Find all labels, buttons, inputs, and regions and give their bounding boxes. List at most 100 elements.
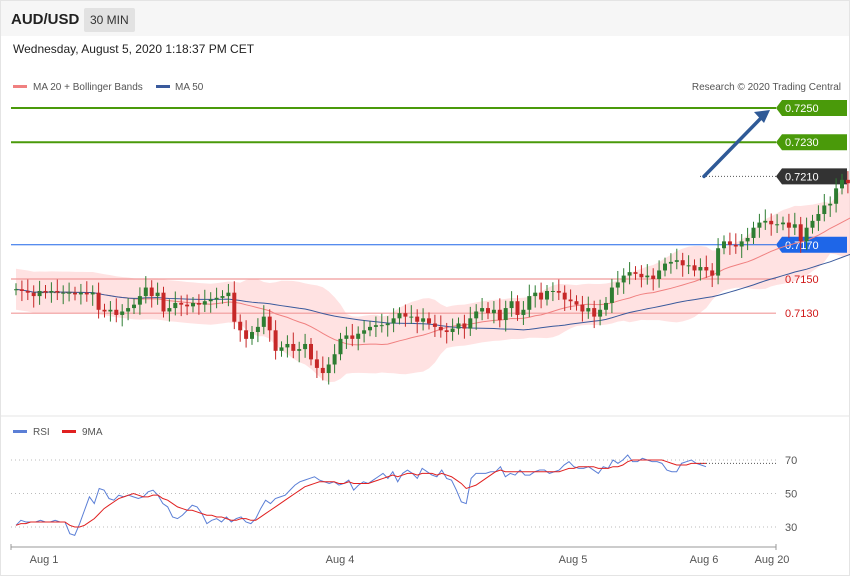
candle-body (261, 316, 266, 327)
candle-body (615, 282, 620, 288)
candle-body (226, 292, 231, 297)
candle-body (14, 289, 18, 291)
candle-body (533, 292, 538, 297)
candle-body (828, 203, 833, 206)
rsi-legend-label: RSI (33, 427, 50, 438)
candle-body (250, 332, 254, 339)
candle-body (196, 302, 201, 305)
candle-body (43, 290, 48, 293)
x-tick-aug-4: Aug 4 (326, 554, 355, 566)
candle-body (645, 275, 650, 278)
candle-body (338, 338, 343, 355)
candle-body (792, 224, 797, 228)
candle-body (356, 333, 361, 339)
candle-body (149, 287, 154, 297)
candle-body (751, 227, 756, 238)
candle-body (598, 309, 603, 317)
candle-body (574, 301, 579, 305)
candle-body (509, 301, 514, 309)
candle-body (698, 267, 703, 271)
candle-body (244, 330, 249, 339)
candle-body (468, 318, 473, 329)
candle-body (432, 323, 437, 327)
candle-body (326, 364, 331, 374)
candle-body (592, 308, 597, 317)
candle-body (55, 290, 60, 293)
candle-body (373, 325, 378, 327)
timeframe-button[interactable]: 30 MIN (84, 8, 135, 32)
candle-body (120, 311, 125, 315)
forecast-arrow (702, 113, 766, 179)
candle-body (421, 318, 426, 322)
candle-body (291, 343, 296, 351)
candle-body (438, 326, 443, 331)
candle-body (486, 308, 490, 314)
candle-body (25, 290, 30, 293)
candle-body (651, 275, 656, 279)
candle-body (627, 272, 632, 276)
candle-body (102, 309, 107, 312)
candle-body (480, 308, 485, 312)
candle-body (763, 220, 768, 223)
candle-body (704, 267, 709, 271)
candle-body (515, 301, 520, 315)
ma50-legend-swatch (156, 85, 170, 88)
candle-body (491, 309, 496, 314)
candle-body (781, 222, 785, 225)
candle-body (633, 272, 638, 274)
candle-body (786, 222, 791, 228)
candle-body (503, 308, 508, 321)
rsi-ma-line (15, 459, 706, 528)
candle-body (722, 241, 726, 249)
candle-body (314, 359, 319, 368)
level-label-0.7210: 0.7210 (785, 171, 819, 183)
candle-body (155, 292, 160, 297)
candle-body (456, 323, 461, 329)
candle-body (31, 292, 36, 297)
level-label-0.7250: 0.7250 (785, 103, 819, 115)
candle-body (804, 227, 809, 242)
rsi-tick-30: 30 (785, 522, 797, 534)
candle-body (680, 260, 685, 266)
candle-body (497, 309, 502, 321)
level-tag-0.7250 (776, 100, 847, 116)
candle-body (686, 265, 691, 267)
candle-body (562, 292, 567, 300)
x-tick-aug-20: Aug 20 (755, 554, 790, 566)
candle-body (745, 237, 750, 242)
rsi-line (15, 454, 707, 536)
candle-body (114, 309, 119, 315)
rsi-tick-50: 50 (785, 489, 797, 501)
symbol-title: AUD/USD (11, 11, 80, 28)
candle-body (692, 265, 697, 271)
candle-body (710, 270, 715, 276)
candle-body (539, 292, 544, 300)
candle-body (161, 292, 166, 312)
candle-body (716, 248, 721, 276)
candle-body (550, 290, 555, 292)
candle-body (391, 318, 396, 324)
rsi-legend-swatch (13, 430, 27, 433)
ma20-legend-swatch (13, 85, 27, 88)
candle-body (309, 343, 313, 360)
candle-body (208, 299, 213, 302)
candle-body (834, 188, 839, 204)
candle-body (840, 179, 844, 189)
candle-body (368, 326, 372, 331)
level-label-0.7150: 0.7150 (785, 274, 819, 286)
x-tick-aug-6: Aug 6 (690, 554, 719, 566)
level-tag-0.7210 (776, 168, 847, 185)
candle-body (303, 343, 308, 350)
candle-body (49, 290, 54, 293)
candle-body (350, 335, 355, 339)
candle-body (362, 330, 367, 334)
candle-body (556, 290, 561, 293)
candle-body (586, 308, 591, 312)
candle-body (798, 224, 803, 242)
level-tag-0.7230 (776, 134, 847, 151)
candle-body (521, 309, 526, 315)
candle-body (450, 328, 455, 333)
candle-body (267, 316, 272, 331)
candle-body (385, 323, 390, 326)
